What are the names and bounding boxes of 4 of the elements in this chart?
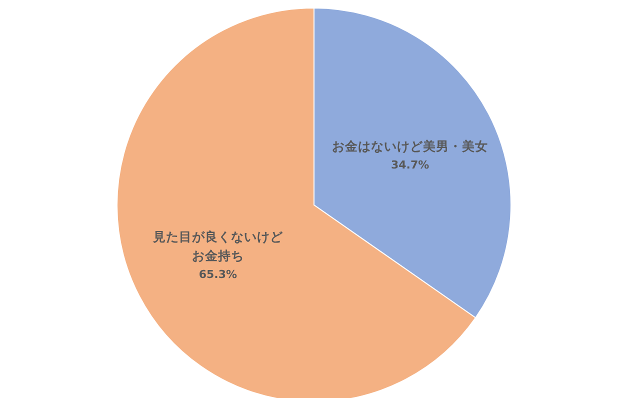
slice-label: お金はないけど美男・美女 xyxy=(332,138,488,153)
slice-label: 見た目が良くないけどお金持ち xyxy=(152,228,284,263)
data-label: 65.3% xyxy=(198,268,238,281)
data-label: 34.7% xyxy=(390,158,430,171)
